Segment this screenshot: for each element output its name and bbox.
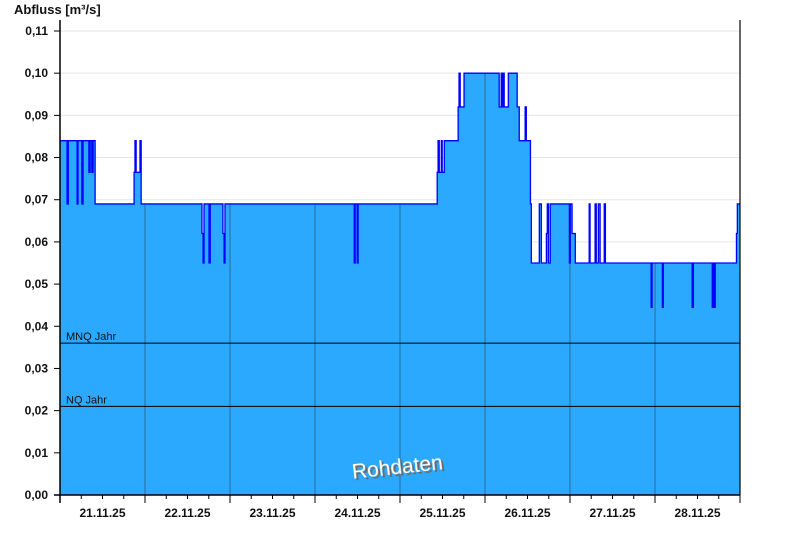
x-tick-label: 27.11.25 xyxy=(589,506,635,520)
x-tick-label: 26.11.25 xyxy=(504,506,550,520)
y-tick-label: 0,07 xyxy=(25,193,49,207)
x-tick-label: 28.11.25 xyxy=(674,506,720,520)
x-tick-label: 22.11.25 xyxy=(164,506,210,520)
x-tick-label: 24.11.25 xyxy=(334,506,380,520)
reference-line-label: NQ Jahr xyxy=(66,394,107,406)
x-tick-label: 23.11.25 xyxy=(249,506,295,520)
y-tick-label: 0,06 xyxy=(25,235,49,249)
x-tick-label: 25.11.25 xyxy=(419,506,465,520)
y-tick-label: 0,04 xyxy=(25,319,49,333)
y-tick-label: 0,03 xyxy=(25,361,49,375)
y-tick-label: 0,11 xyxy=(25,24,48,38)
discharge-line xyxy=(60,72,740,308)
y-tick-label: 0,08 xyxy=(25,151,49,165)
y-tick-label: 0,09 xyxy=(25,108,49,122)
y-tick-label: 0,01 xyxy=(25,446,49,460)
reference-line-label: MNQ Jahr xyxy=(66,331,116,343)
x-tick-label: 21.11.25 xyxy=(79,506,125,520)
y-tick-label: 0,00 xyxy=(25,488,49,502)
y-tick-label: 0,10 xyxy=(25,66,49,80)
y-tick-label: 0,05 xyxy=(25,277,49,291)
y-tick-label: 0,02 xyxy=(25,404,49,418)
y-axis-label: Abfluss [m³/s] xyxy=(14,2,101,17)
